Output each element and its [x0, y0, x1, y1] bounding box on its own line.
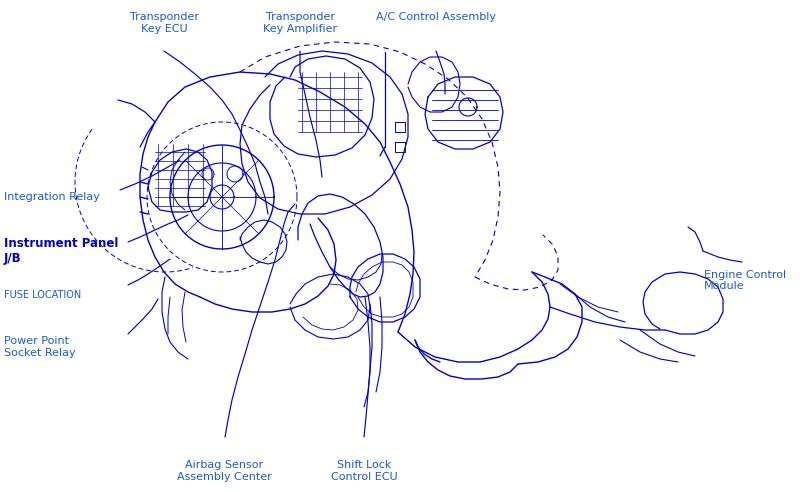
Text: FUSE LOCATION: FUSE LOCATION: [4, 290, 82, 300]
Text: Engine Control
Module: Engine Control Module: [704, 270, 786, 291]
Text: Instrument Panel
J/B: Instrument Panel J/B: [4, 237, 118, 265]
Text: Transponder
Key Amplifier: Transponder Key Amplifier: [263, 12, 337, 34]
Text: Integration Relay: Integration Relay: [4, 192, 100, 202]
Text: Power Point
Socket Relay: Power Point Socket Relay: [4, 336, 76, 358]
Text: Shift Lock
Control ECU: Shift Lock Control ECU: [330, 460, 398, 482]
Text: A/C Control Assembly: A/C Control Assembly: [376, 12, 496, 22]
Text: Airbag Sensor
Assembly Center: Airbag Sensor Assembly Center: [177, 460, 271, 482]
Text: Transponder
Key ECU: Transponder Key ECU: [130, 12, 198, 34]
